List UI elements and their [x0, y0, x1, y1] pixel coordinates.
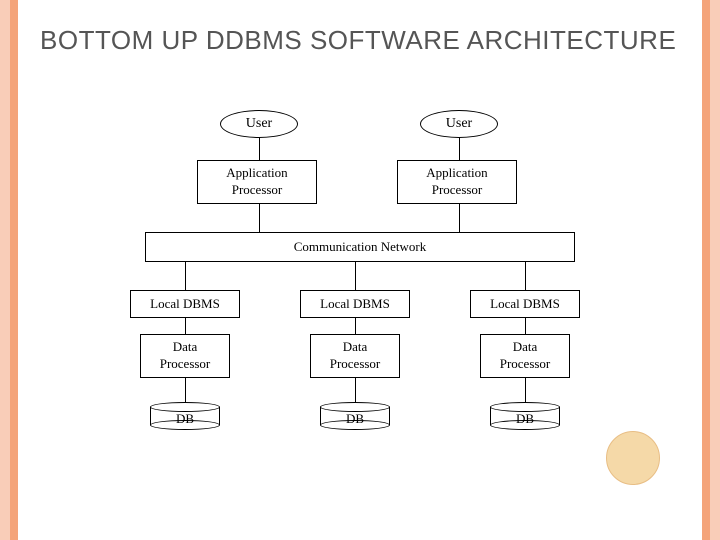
page-title: BOTTOM UP DDBMS SOFTWARE ARCHITECTURE — [40, 24, 676, 57]
left-border-inner — [10, 0, 18, 540]
edge-ldbms3-dp3 — [525, 318, 526, 334]
right-border — [702, 0, 720, 540]
edge-comm-ldbms3 — [525, 262, 526, 290]
edge-ldbms2-dp2 — [355, 318, 356, 334]
edge-dp1-db1 — [185, 378, 186, 402]
edge-comm-ldbms2 — [355, 262, 356, 290]
node-db1-label: DB — [150, 411, 220, 427]
right-border-inner — [702, 0, 710, 540]
right-border-outer — [710, 0, 720, 540]
node-db3-label: DB — [490, 411, 560, 427]
edge-ap2-comm — [459, 204, 460, 232]
edge-dp3-db3 — [525, 378, 526, 402]
node-ldbms1: Local DBMS — [130, 290, 240, 318]
edge-ldbms1-dp1 — [185, 318, 186, 334]
edge-user2-ap2 — [459, 138, 460, 160]
node-db2: DB — [320, 402, 390, 430]
node-db3: DB — [490, 402, 560, 430]
edge-user1-ap1 — [259, 138, 260, 160]
node-user2: User — [420, 110, 498, 138]
edge-comm-ldbms1 — [185, 262, 186, 290]
edge-dp2-db2 — [355, 378, 356, 402]
accent-circle — [606, 431, 660, 485]
left-border-outer — [0, 0, 10, 540]
node-comm: Communication Network — [145, 232, 575, 262]
architecture-diagram: User User ApplicationProcessor ApplicationP… — [115, 110, 605, 480]
node-db2-label: DB — [320, 411, 390, 427]
node-dp1: DataProcessor — [140, 334, 230, 378]
node-ap2: ApplicationProcessor — [397, 160, 517, 204]
node-ldbms2: Local DBMS — [300, 290, 410, 318]
edge-ap1-comm — [259, 204, 260, 232]
node-user1: User — [220, 110, 298, 138]
node-db1: DB — [150, 402, 220, 430]
left-border — [0, 0, 18, 540]
node-ldbms3: Local DBMS — [470, 290, 580, 318]
node-dp2: DataProcessor — [310, 334, 400, 378]
node-ap1: ApplicationProcessor — [197, 160, 317, 204]
node-dp3: DataProcessor — [480, 334, 570, 378]
